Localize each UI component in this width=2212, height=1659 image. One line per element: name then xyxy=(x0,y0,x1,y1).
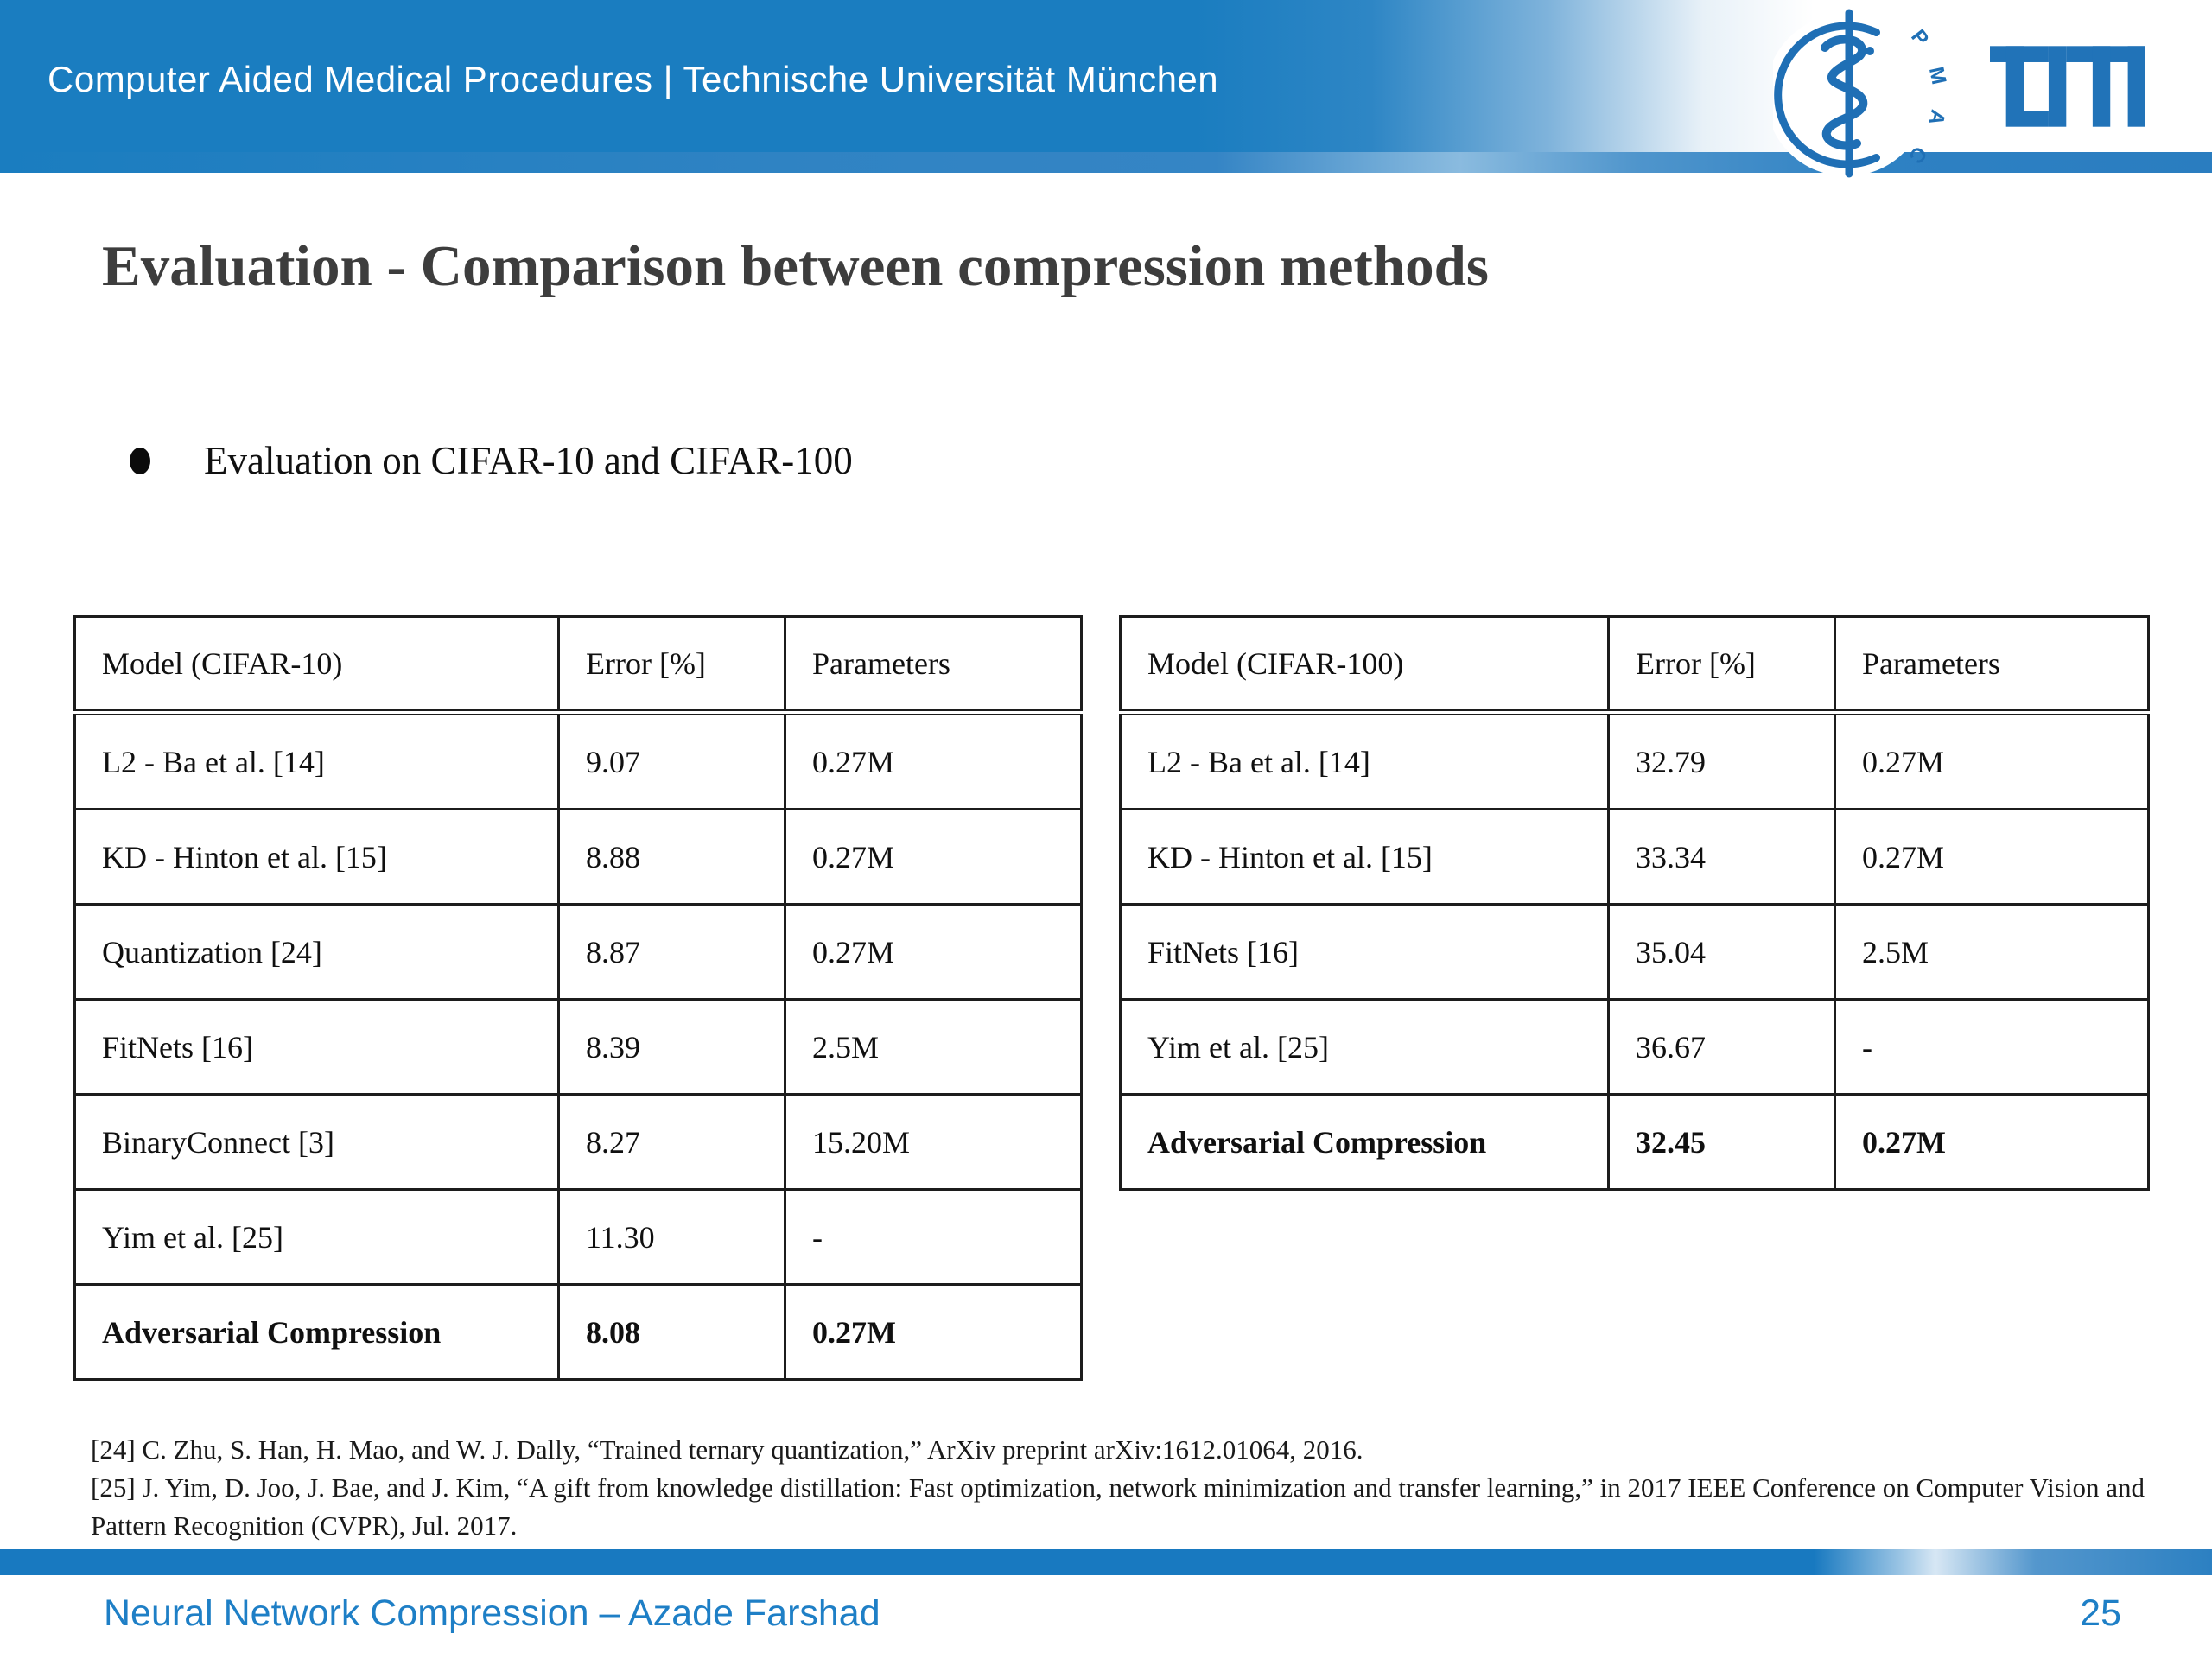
cell-parameters: - xyxy=(784,1188,1083,1286)
cell-model: L2 - Ba et al. [14] xyxy=(1119,711,1610,810)
reference-24: [24] C. Zhu, S. Han, H. Mao, and W. J. D… xyxy=(91,1434,1363,1465)
table-row: KD - Hinton et al. [15] 33.34 0.27M xyxy=(1119,808,2150,906)
bullet-text: Evaluation on CIFAR-10 and CIFAR-100 xyxy=(204,439,853,482)
cell-model: Adversarial Compression xyxy=(1119,1093,1610,1191)
reference-25: [25] J. Yim, D. Joo, J. Bae, and J. Kim,… xyxy=(91,1472,2145,1541)
table-row: BinaryConnect [3] 8.27 15.20M xyxy=(73,1093,1083,1191)
slide-header: Computer Aided Medical Procedures | Tech… xyxy=(0,0,2212,181)
table-row: Yim et al. [25] 36.67 - xyxy=(1119,998,2150,1096)
footer-blue-bar xyxy=(0,1549,2212,1575)
cifar100-table: Model (CIFAR-100) Error [%] Parameters L… xyxy=(1119,615,2150,1191)
cell-parameters: 0.27M xyxy=(784,808,1083,906)
cell-parameters: 2.5M xyxy=(1834,903,2150,1001)
cell-parameters: 0.27M xyxy=(784,711,1083,810)
cell-parameters: 15.20M xyxy=(784,1093,1083,1191)
footer-presentation-title: Neural Network Compression – Azade Farsh… xyxy=(104,1592,880,1634)
cell-error: 8.27 xyxy=(557,1093,786,1191)
cell-model: KD - Hinton et al. [15] xyxy=(73,808,560,906)
cell-error: 11.30 xyxy=(557,1188,786,1286)
cell-model: FitNets [16] xyxy=(1119,903,1610,1001)
page-number: 25 xyxy=(2080,1592,2121,1634)
table-header-row: Model (CIFAR-100) Error [%] Parameters xyxy=(1119,615,2150,715)
cell-model: Quantization [24] xyxy=(73,903,560,1001)
cell-error: 8.88 xyxy=(557,808,786,906)
cell-error: 9.07 xyxy=(557,711,786,810)
cell-model: Yim et al. [25] xyxy=(1119,998,1610,1096)
table-row: Yim et al. [25] 11.30 - xyxy=(73,1188,1083,1286)
cell-error: 36.67 xyxy=(1607,998,1836,1096)
cell-model: Yim et al. [25] xyxy=(73,1188,560,1286)
cell-model: FitNets [16] xyxy=(73,998,560,1096)
table-header-row: Model (CIFAR-10) Error [%] Parameters xyxy=(73,615,1083,715)
col-header-parameters: Parameters xyxy=(1834,615,2150,715)
table-row: FitNets [16] 8.39 2.5M xyxy=(73,998,1083,1096)
cell-parameters: 0.27M xyxy=(1834,808,2150,906)
cell-model: L2 - Ba et al. [14] xyxy=(73,711,560,810)
affiliation-text: Computer Aided Medical Procedures | Tech… xyxy=(48,59,1219,99)
cell-parameters: 0.27M xyxy=(784,1283,1083,1381)
col-header-error: Error [%] xyxy=(557,615,786,715)
col-header-error: Error [%] xyxy=(1607,615,1836,715)
cell-error: 8.39 xyxy=(557,998,786,1096)
tum-logo-icon xyxy=(1990,46,2145,127)
table-row: KD - Hinton et al. [15] 8.88 0.27M xyxy=(73,808,1083,906)
cell-model: Adversarial Compression xyxy=(73,1283,560,1381)
cell-error: 32.45 xyxy=(1607,1093,1836,1191)
bullet-item: Evaluation on CIFAR-10 and CIFAR-100 xyxy=(130,430,853,491)
page-title: Evaluation - Comparison between compress… xyxy=(102,234,1489,298)
cell-model: KD - Hinton et al. [15] xyxy=(1119,808,1610,906)
references-block: [24] C. Zhu, S. Han, H. Mao, and W. J. D… xyxy=(91,1431,2156,1545)
cifar10-table: Model (CIFAR-10) Error [%] Parameters L2… xyxy=(73,615,1083,1381)
cell-error: 8.87 xyxy=(557,903,786,1001)
cell-parameters: 0.27M xyxy=(784,903,1083,1001)
table-row-adversarial-compression: Adversarial Compression 8.08 0.27M xyxy=(73,1283,1083,1381)
cell-error: 35.04 xyxy=(1607,903,1836,1001)
cell-model: BinaryConnect [3] xyxy=(73,1093,560,1191)
cell-parameters: - xyxy=(1834,998,2150,1096)
col-header-model: Model (CIFAR-10) xyxy=(73,615,560,715)
cell-parameters: 0.27M xyxy=(1834,711,2150,810)
table-row: L2 - Ba et al. [14] 9.07 0.27M xyxy=(73,711,1083,810)
table-row: L2 - Ba et al. [14] 32.79 0.27M xyxy=(1119,711,2150,810)
camp-letter-m: M xyxy=(1924,65,1951,86)
camp-logo-icon: C A M P xyxy=(1773,9,1951,178)
cell-error: 32.79 xyxy=(1607,711,1836,810)
cell-parameters: 2.5M xyxy=(784,998,1083,1096)
col-header-model: Model (CIFAR-100) xyxy=(1119,615,1610,715)
cell-parameters: 0.27M xyxy=(1834,1093,2150,1191)
cell-error: 8.08 xyxy=(557,1283,786,1381)
col-header-parameters: Parameters xyxy=(784,615,1083,715)
table-row-adversarial-compression: Adversarial Compression 32.45 0.27M xyxy=(1119,1093,2150,1191)
camp-letter-a: A xyxy=(1923,107,1949,127)
bullet-dot xyxy=(130,447,150,474)
cell-error: 33.34 xyxy=(1607,808,1836,906)
table-row: Quantization [24] 8.87 0.27M xyxy=(73,903,1083,1001)
table-row: FitNets [16] 35.04 2.5M xyxy=(1119,903,2150,1001)
